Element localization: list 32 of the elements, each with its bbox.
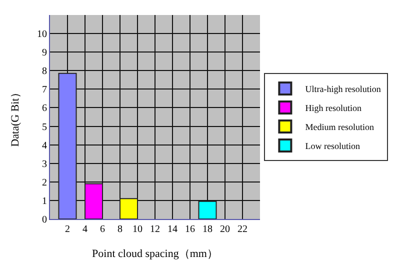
y-tick-label: 2 xyxy=(42,177,47,188)
x-tick-label: 10 xyxy=(132,224,142,235)
x-tick-label: 12 xyxy=(150,224,160,235)
legend-label: Low resolution xyxy=(305,141,360,152)
x-tick-label: 14 xyxy=(168,224,178,235)
bar xyxy=(84,183,103,219)
x-tick-label: 2 xyxy=(65,224,70,235)
x-tick-label: 4 xyxy=(82,224,88,235)
y-tick-label: 5 xyxy=(42,122,47,133)
x-tick-label: 22 xyxy=(238,224,248,235)
y-tick-label: 8 xyxy=(42,66,47,78)
bar xyxy=(198,200,217,219)
y-tick-label: 4 xyxy=(42,140,47,152)
bar xyxy=(58,72,77,219)
y-tick-label: 9 xyxy=(42,48,47,59)
bar xyxy=(120,198,138,219)
y-tick-label: 3 xyxy=(42,158,47,170)
x-tick-label: 20 xyxy=(220,224,230,235)
y-tick-label: 0 xyxy=(42,214,47,226)
x-axis-title: Point cloud spacing（mm） xyxy=(92,248,218,260)
y-tick-label: 6 xyxy=(42,103,47,114)
x-tick-label: 16 xyxy=(185,224,195,235)
legend-label: Ultra-high resolution xyxy=(305,84,382,94)
y-axis-title: Data(G Bit） xyxy=(10,87,22,147)
y-tick-label: 10 xyxy=(37,29,47,40)
y-tick-label: 7 xyxy=(42,84,47,96)
x-tick-label: 8 xyxy=(118,224,122,235)
legend-label: Medium resolution xyxy=(305,122,374,132)
y-tick-label: 1 xyxy=(42,196,47,207)
x-tick-label: 18 xyxy=(202,224,212,235)
legend-label: High resolution xyxy=(305,103,362,114)
x-tick-label: 6 xyxy=(100,224,105,235)
